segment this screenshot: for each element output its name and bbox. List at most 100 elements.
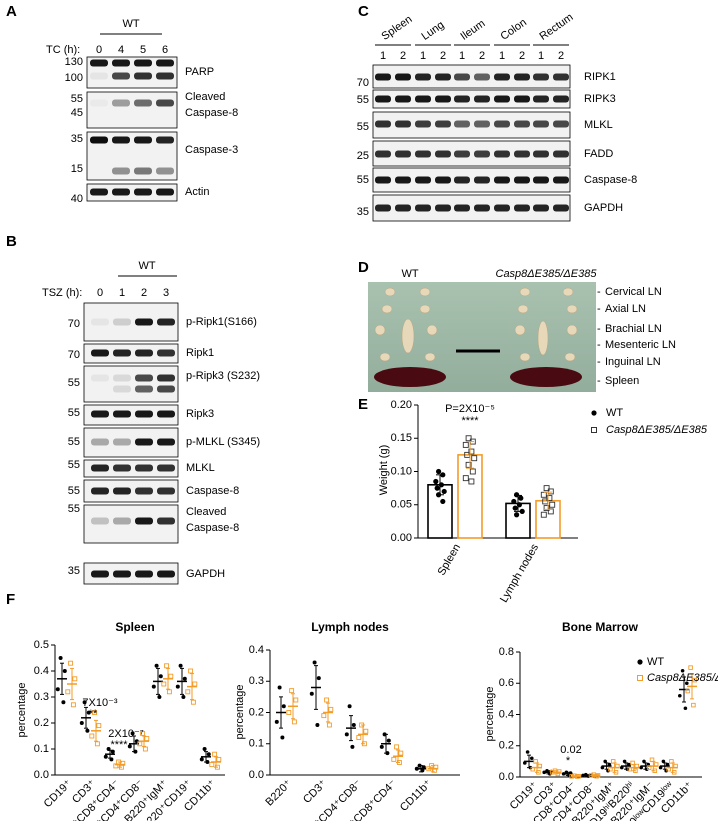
band	[113, 464, 131, 472]
lane-label: 1	[420, 50, 426, 62]
data-point	[188, 668, 194, 674]
band	[454, 150, 470, 158]
blot-box	[83, 365, 179, 403]
band	[494, 73, 510, 81]
blot-label: RIPK3	[584, 93, 616, 105]
band	[435, 73, 451, 81]
band	[375, 73, 391, 81]
dash: -	[597, 339, 601, 351]
band	[112, 167, 130, 175]
band	[113, 349, 131, 357]
y-tick-label: 0.3	[34, 691, 49, 703]
data-point	[206, 752, 211, 757]
band	[135, 570, 153, 578]
band	[494, 120, 510, 128]
y-tick-label: 0.00	[391, 532, 412, 544]
band	[395, 150, 411, 158]
time-label: TSZ (h):	[42, 287, 82, 299]
y-tick-label: 0.4	[249, 644, 264, 656]
group-label: WT	[138, 260, 155, 272]
panel-label: F	[6, 591, 15, 608]
data-point	[85, 728, 90, 733]
x-tick-label: Spleen	[436, 542, 464, 578]
mw-marker: 35	[71, 133, 83, 145]
band	[91, 386, 109, 393]
dash: -	[597, 356, 601, 368]
band	[91, 410, 109, 418]
band	[415, 150, 431, 158]
blot-label: Caspase-8	[186, 522, 239, 534]
data-point	[127, 744, 132, 749]
organ-label: Spleen	[605, 375, 639, 387]
band	[553, 120, 569, 128]
blot-label: p-MLKL (S345)	[186, 436, 260, 448]
lane-label: 0	[96, 44, 102, 56]
band	[112, 188, 130, 196]
data-point	[440, 498, 446, 505]
data-point	[661, 759, 666, 764]
band	[156, 136, 174, 144]
annotation: 7X10⁻³	[82, 697, 117, 709]
data-point	[347, 704, 352, 709]
data-point	[462, 475, 469, 482]
y-tick-label: 0.4	[34, 665, 49, 677]
mw-marker: 15	[71, 163, 83, 175]
band	[435, 95, 451, 103]
band	[514, 176, 530, 184]
annotation: 2X10⁻⁷	[108, 728, 143, 740]
data-point	[344, 732, 349, 737]
y-tick-label: 0.2	[34, 717, 49, 729]
y-tick-label: 0.5	[34, 639, 49, 651]
data-point	[363, 728, 369, 734]
data-point	[540, 491, 547, 498]
mw-marker: 55	[357, 174, 369, 186]
band	[90, 72, 108, 80]
band	[91, 570, 109, 578]
band	[157, 438, 175, 446]
tissue-label: Colon	[499, 17, 529, 43]
lane-label: 1	[459, 50, 465, 62]
data-point	[154, 663, 159, 668]
band	[113, 385, 131, 393]
mw-marker: 100	[65, 72, 83, 84]
band	[553, 73, 569, 81]
data-point	[103, 754, 108, 759]
data-point	[356, 735, 362, 740]
band	[375, 176, 391, 184]
legend-label: WT	[647, 656, 664, 668]
tissue-label: Rectum	[538, 11, 576, 43]
band	[157, 464, 175, 472]
data-point	[391, 756, 397, 762]
band	[135, 487, 153, 495]
band	[113, 410, 131, 418]
x-tick-label: CD3⁺	[301, 778, 329, 806]
data-point	[286, 710, 292, 715]
data-point	[351, 723, 356, 727]
dash: -	[597, 286, 601, 298]
blot-label: MLKL	[186, 462, 215, 474]
lane-label: 2	[519, 50, 525, 62]
blot-label: Cleaved	[186, 506, 226, 518]
blot-label: p-Ripk1(S166)	[186, 316, 257, 328]
data-point	[680, 668, 685, 673]
band	[90, 59, 108, 67]
y-tick-label: 0.8	[499, 646, 514, 658]
band	[134, 188, 152, 196]
band	[91, 438, 109, 446]
blot-label: Ripk3	[186, 408, 214, 420]
band	[113, 438, 131, 446]
y-tick-label: 0.0	[34, 769, 49, 781]
data-point	[178, 663, 183, 668]
organs	[374, 287, 578, 362]
blot-label: Ripk1	[186, 347, 214, 359]
data-point	[161, 681, 167, 687]
band	[113, 517, 131, 525]
annotation: **	[89, 708, 98, 720]
y-axis-label: Weight (g)	[378, 445, 390, 496]
data-point	[65, 689, 71, 695]
mw-marker: 55	[68, 485, 80, 497]
legend-label: WT	[606, 407, 623, 419]
panel-label: A	[6, 3, 17, 20]
band	[113, 374, 131, 382]
